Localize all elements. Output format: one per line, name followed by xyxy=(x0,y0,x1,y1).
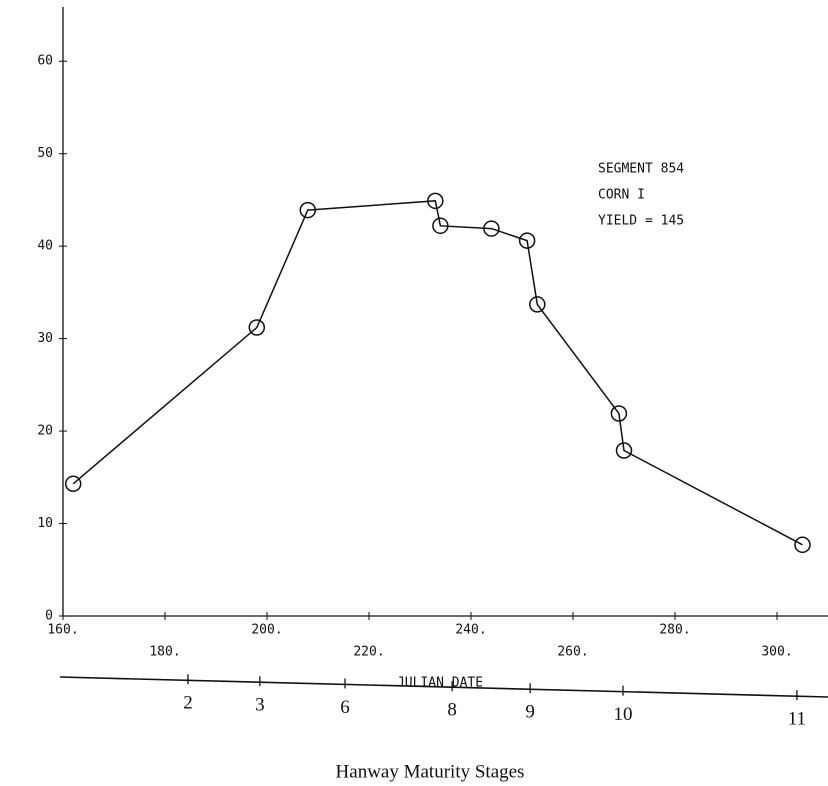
data-line xyxy=(72,200,803,546)
y-tick-label: 50 xyxy=(37,146,53,161)
y-tick-label: 10 xyxy=(37,516,53,531)
data-point xyxy=(427,192,444,210)
data-point xyxy=(299,201,317,219)
stage-tick-label: 11 xyxy=(788,709,806,730)
stage-tick-label: 6 xyxy=(340,697,350,718)
y-tick-label: 20 xyxy=(37,424,53,439)
data-point xyxy=(615,442,633,459)
data-point xyxy=(518,232,536,249)
annotation: YIELD = 145 xyxy=(598,214,684,229)
y-tick-label: 60 xyxy=(37,54,53,69)
x-tick-label: 200. xyxy=(251,623,282,638)
stage-tick-label: 3 xyxy=(255,695,265,716)
y-tick-label: 40 xyxy=(37,239,53,254)
annotation: CORN I xyxy=(598,188,645,203)
stage-axis-title: Hanway Maturity Stages xyxy=(336,761,525,782)
data-point xyxy=(529,296,546,313)
y-tick-label: 30 xyxy=(37,331,53,346)
annotation: SEGMENT 854 xyxy=(598,162,684,177)
data-point xyxy=(483,220,500,237)
x-tick-label: 160. xyxy=(47,623,78,638)
x-tick-label: 220. xyxy=(353,645,384,660)
stage-tick-label: 9 xyxy=(525,702,535,723)
x-tick-label: 240. xyxy=(455,623,486,638)
data-point xyxy=(794,536,811,554)
data-point xyxy=(432,217,449,235)
x-tick-label: 260. xyxy=(557,645,588,660)
x-tick-label: 180. xyxy=(149,645,180,660)
stage-tick-label: 2 xyxy=(183,693,193,714)
y-tick-label: 0 xyxy=(45,609,53,624)
stage-tick-label: 10 xyxy=(613,704,632,725)
data-point xyxy=(610,405,628,422)
data-point xyxy=(64,475,82,493)
x-tick-label: 300. xyxy=(761,645,792,660)
data-point xyxy=(248,319,266,336)
x-tick-label: 280. xyxy=(659,623,690,638)
stage-tick-label: 8 xyxy=(447,700,457,721)
